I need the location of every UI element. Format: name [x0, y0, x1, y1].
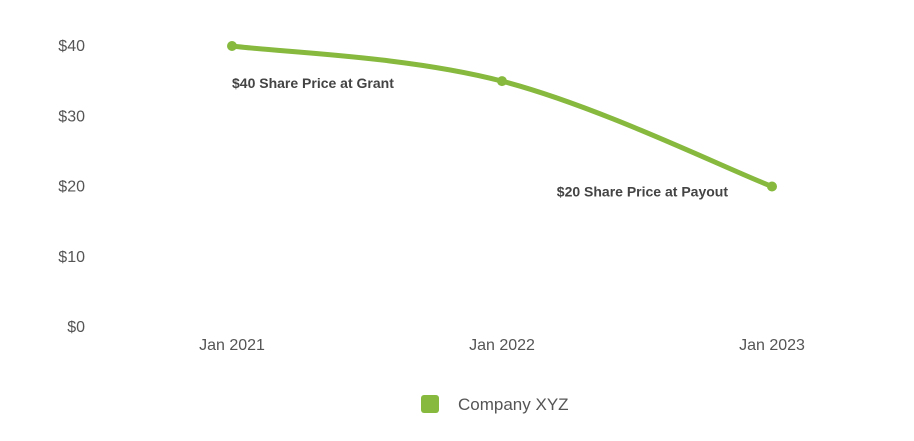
y-tick-label: $20 [58, 179, 85, 196]
legend-swatch [421, 395, 439, 413]
data-point-2 [767, 181, 777, 192]
x-tick-label: Jan 2021 [199, 337, 265, 354]
y-tick-label: $0 [67, 319, 85, 336]
x-tick-label: Jan 2023 [739, 337, 805, 354]
x-axis-ticks: Jan 2021 Jan 2022 Jan 2023 [199, 337, 805, 354]
data-point-0 [227, 41, 237, 51]
y-tick-label: $40 [58, 38, 85, 55]
data-point-1 [497, 76, 507, 87]
annotation-label: $40 Share Price at Grant [232, 75, 394, 91]
x-tick-label: Jan 2022 [469, 337, 535, 354]
legend-label-company-xyz: Company XYZ [458, 395, 569, 414]
legend: Company XYZ [421, 395, 569, 414]
annotation-label: $20 Share Price at Payout [557, 184, 729, 200]
data-points [227, 41, 777, 192]
series-line-company-xyz [229, 43, 775, 189]
y-axis-ticks: $0 $10 $20 $30 $40 [58, 38, 85, 336]
y-tick-label: $30 [58, 108, 85, 125]
annotations: $40 Share Price at Grant $20 Share Price … [232, 75, 728, 200]
y-tick-label: $10 [58, 249, 85, 266]
